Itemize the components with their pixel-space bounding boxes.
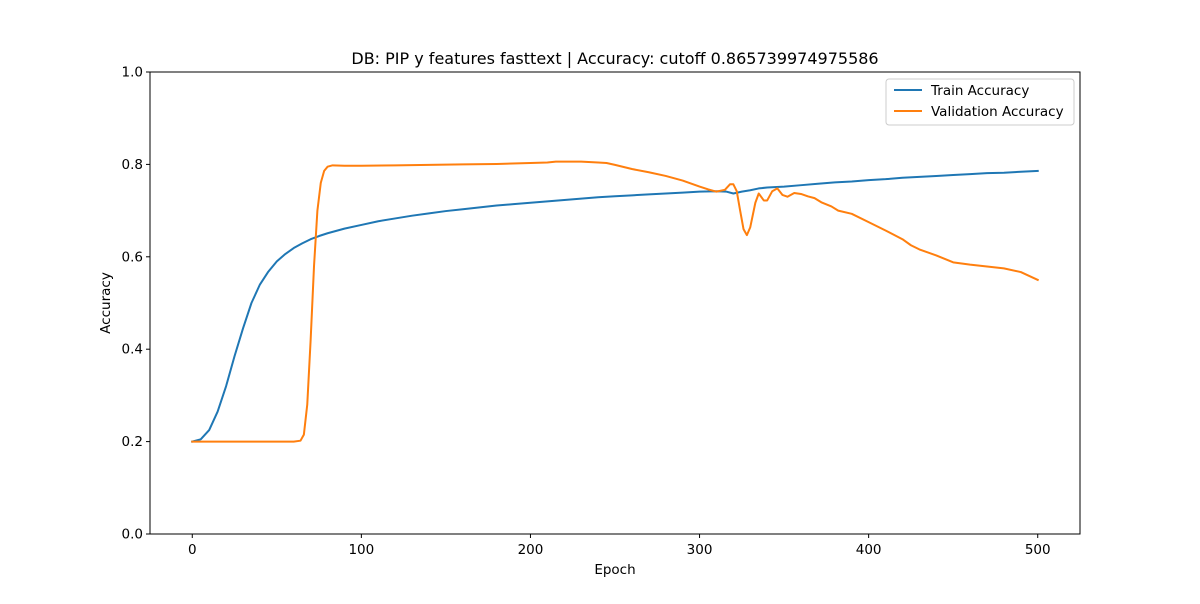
x-tick-label: 400 [856,542,882,558]
y-tick-label: 0.0 [122,527,143,543]
plot-frame [149,71,1081,535]
legend-label-validation: Validation Accuracy [931,104,1064,120]
y-tick-label: 0.6 [122,249,143,265]
x-tick-label: 500 [1025,542,1051,558]
legend: Train Accuracy Validation Accuracy [885,78,1075,126]
x-axis-label: Epoch [594,562,635,578]
y-tick-label: 0.2 [122,434,143,450]
x-tick-label: 200 [518,542,544,558]
x-tick-label: 0 [188,542,197,558]
x-axis-ticks: 0 100 200 300 400 500 [188,534,1051,558]
train-accuracy-line [191,169,1039,443]
y-axis-ticks: 0.0 0.2 0.4 0.6 0.8 1.0 [122,65,150,543]
y-tick-label: 0.8 [122,157,143,173]
y-tick-label: 0.4 [122,342,143,358]
legend-box [885,78,1075,126]
legend-label-train: Train Accuracy [930,83,1029,99]
validation-accuracy-line [191,160,1040,443]
chart-title: DB: PIP y features fasttext | Accuracy: … [351,49,878,68]
x-tick-label: 100 [348,542,374,558]
y-axis-label: Accuracy [98,272,114,334]
series-layer [191,160,1040,443]
x-tick-label: 300 [687,542,713,558]
y-tick-label: 1.0 [122,65,143,81]
